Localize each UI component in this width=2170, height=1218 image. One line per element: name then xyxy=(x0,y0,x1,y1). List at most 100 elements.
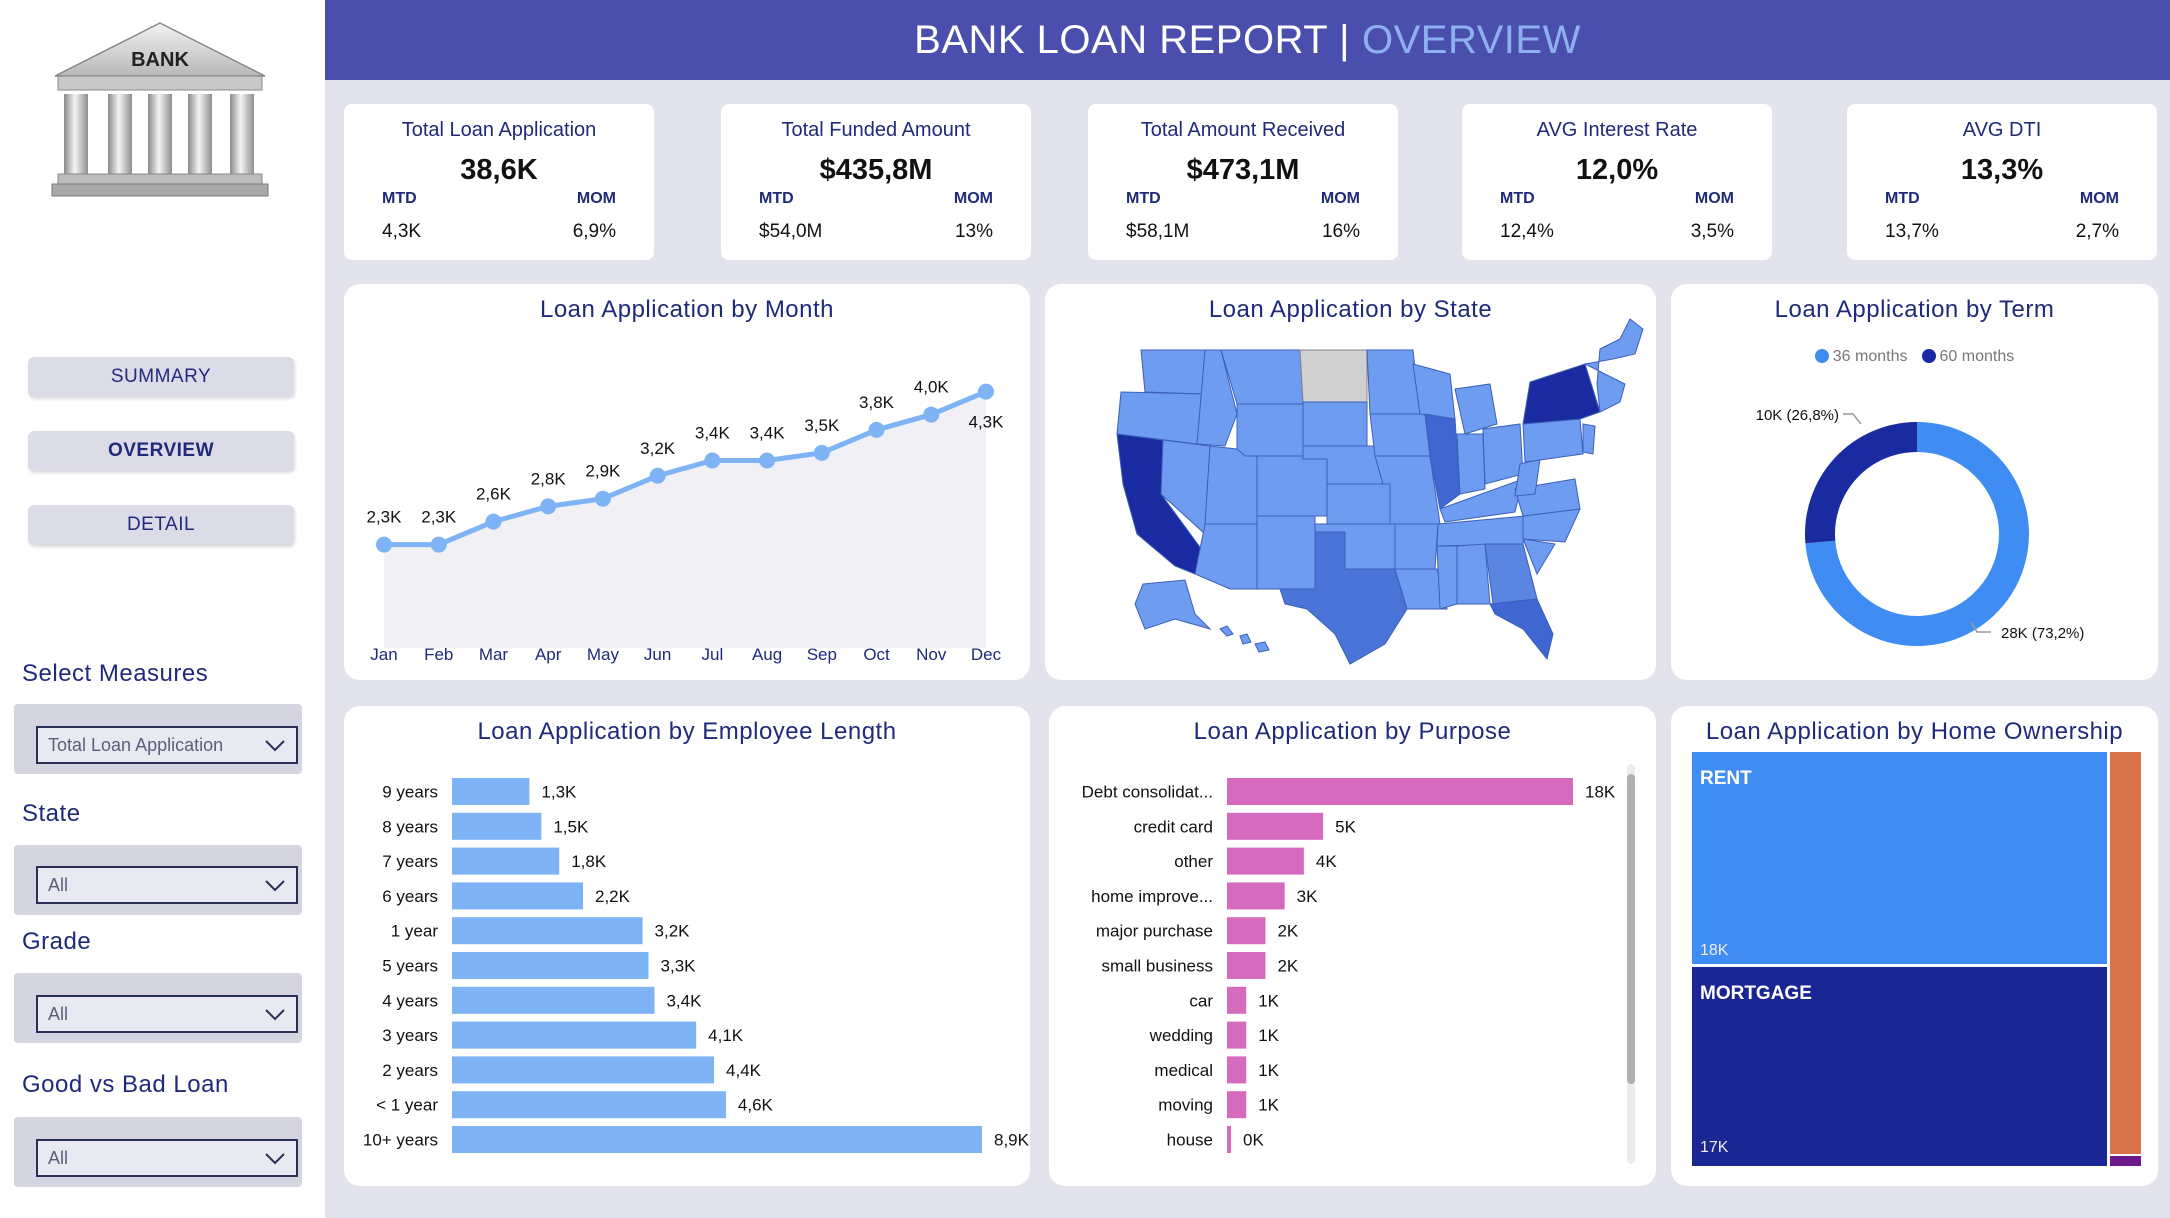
donut-label: 10K (26,8%) xyxy=(1756,407,1839,424)
map-state-new-york xyxy=(1522,363,1601,425)
term-donut-chart: 10K (26,8%) 28K (73,2%) xyxy=(1756,407,2084,646)
data-label: 3,5K xyxy=(804,416,840,435)
chevron-down-icon xyxy=(265,880,285,892)
term-chart-card: Loan Application by Term 36 months 60 mo… xyxy=(1671,284,2158,680)
term-legend: 36 months 60 months xyxy=(1671,348,2158,366)
treemap-tile-other[interactable] xyxy=(2110,1156,2141,1166)
data-point xyxy=(978,383,994,400)
data-label: 2,2K xyxy=(595,887,631,906)
us-state-map[interactable] xyxy=(1045,284,1656,680)
data-label: 8,9K xyxy=(994,1131,1030,1150)
kpi-mtd-value: 12,4% xyxy=(1500,221,1554,242)
line-area xyxy=(384,391,986,648)
map-state-louisiana xyxy=(1394,568,1448,610)
legend-label: 36 months xyxy=(1832,348,1908,365)
data-label: 4K xyxy=(1316,852,1337,871)
grade-dropdown-value: All xyxy=(48,1003,69,1024)
data-label: 3,2K xyxy=(640,439,676,458)
map-state-washington xyxy=(1140,349,1206,395)
treemap-tile-mortgage[interactable]: MORTGAGE 17K xyxy=(1692,967,2107,1166)
treemap-tile-own[interactable] xyxy=(2110,752,2141,1154)
category-label: 9 years xyxy=(382,783,438,802)
category-label: 3 years xyxy=(382,1026,438,1045)
grade-filter-label: Grade xyxy=(22,928,92,955)
map-state-colorado xyxy=(1256,455,1328,517)
bar xyxy=(1227,1091,1247,1119)
treemap-value: 17K xyxy=(1700,1139,1729,1156)
chevron-down-icon xyxy=(265,1009,285,1021)
map-state-michigan xyxy=(1454,383,1498,435)
measures-dropdown[interactable]: Total Loan Application xyxy=(36,726,298,764)
map-state-illinois xyxy=(1424,413,1461,510)
category-label: other xyxy=(1174,852,1213,871)
map-state-arizona xyxy=(1194,523,1258,590)
data-label: 3,4K xyxy=(750,423,786,442)
data-label: 3,4K xyxy=(695,423,731,442)
data-label: 2,3K xyxy=(421,508,457,527)
treemap-tile-rent[interactable]: RENT 18K xyxy=(1692,752,2107,964)
kpi-mom-label: MOM xyxy=(953,190,993,207)
kpi-card-total-loan-application: Total Loan Application 38,6K MTD MOM 4,3… xyxy=(344,104,654,260)
data-label: 18K xyxy=(1585,783,1616,802)
map-state-new-england xyxy=(1583,318,1644,413)
good-bad-dropdown[interactable]: All xyxy=(36,1139,298,1177)
map-state-new-jersey xyxy=(1582,423,1596,455)
kpi-value: 38,6K xyxy=(460,154,538,186)
map-state-texas xyxy=(1279,531,1408,665)
state-chart-card: Loan Application by State xyxy=(1045,284,1656,680)
kpi-card-avg-interest-rate: AVG Interest Rate 12,0% MTD MOM 12,4% 3,… xyxy=(1462,104,1772,260)
kpi-mtd-value: 4,3K xyxy=(382,221,422,242)
data-label: 3,3K xyxy=(661,957,697,976)
purpose-chart-card: Loan Application by Purpose Debt consoli… xyxy=(1049,706,1656,1186)
bar xyxy=(452,847,560,875)
grade-dropdown[interactable]: All xyxy=(36,995,298,1033)
legend-item-60-months[interactable]: 60 months xyxy=(1921,348,2015,366)
series-line xyxy=(384,389,987,548)
kpi-mtd-label: MTD xyxy=(759,190,794,207)
category-label: 7 years xyxy=(382,852,438,871)
bar xyxy=(1227,812,1324,840)
x-tick-label: Jun xyxy=(644,645,671,664)
state-dropdown[interactable]: All xyxy=(36,866,298,904)
data-label: 4,6K xyxy=(738,1096,774,1115)
chevron-down-icon xyxy=(265,740,285,752)
bar xyxy=(452,1091,726,1119)
home-chart-title: Loan Application by Home Ownership xyxy=(1705,718,2124,745)
emp-chart-title: Loan Application by Employee Length xyxy=(477,718,897,745)
kpi-value: 12,0% xyxy=(1575,154,1659,186)
bar xyxy=(1227,1021,1247,1049)
bank-logo-text: BANK xyxy=(131,49,189,71)
legend-label: 60 months xyxy=(1939,348,2015,365)
data-point xyxy=(376,536,392,553)
report-title: BANK LOAN REPORT | xyxy=(914,17,1350,62)
category-label: 6 years xyxy=(382,887,438,906)
data-label: 2,8K xyxy=(531,469,567,488)
map-state-arkansas xyxy=(1394,523,1439,570)
kpi-value: 13,3% xyxy=(1960,154,2044,186)
report-header: BANK LOAN REPORT | OVERVIEW xyxy=(325,0,2170,80)
legend-dot-icon xyxy=(1921,349,1936,363)
kpi-value: $435,8M xyxy=(819,154,933,186)
nav-summary-button[interactable]: SUMMARY xyxy=(28,357,294,397)
nav-detail-button[interactable]: DETAIL xyxy=(28,505,294,545)
x-tick-label: Oct xyxy=(863,645,890,664)
data-label: 1K xyxy=(1258,1061,1279,1080)
map-state-indiana xyxy=(1456,433,1486,495)
nav-overview-button[interactable]: OVERVIEW xyxy=(28,431,294,471)
category-label: car xyxy=(1189,991,1213,1010)
home-chart-card: Loan Application by Home Ownership RENT … xyxy=(1671,706,2158,1186)
data-point xyxy=(923,406,940,423)
x-tick-label: Jul xyxy=(701,645,723,664)
data-label: 4,1K xyxy=(708,1026,744,1045)
purpose-scrollbar-thumb[interactable] xyxy=(1627,774,1635,1084)
data-label: 3,8K xyxy=(859,393,895,412)
purpose-scrollbar[interactable] xyxy=(1627,764,1635,1164)
category-label: 2 years xyxy=(382,1061,438,1080)
state-chart-title: Loan Application by State xyxy=(1208,296,1493,323)
category-label: 8 years xyxy=(382,817,438,836)
kpi-card-total-amount-received: Total Amount Received $473,1M MTD MOM $5… xyxy=(1088,104,1398,260)
data-point xyxy=(485,513,502,530)
map-state-alabama xyxy=(1456,543,1491,605)
data-label: 4,4K xyxy=(726,1061,762,1080)
legend-item-36-months[interactable]: 36 months xyxy=(1814,348,1908,366)
